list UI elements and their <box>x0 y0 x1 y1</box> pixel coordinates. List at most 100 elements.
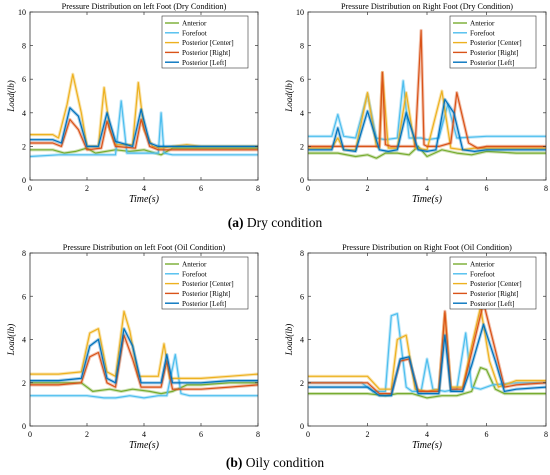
series-band-1 <box>308 312 546 393</box>
caption-b: (b) Oily condition <box>0 455 550 471</box>
y-tick-label: 2 <box>300 379 304 388</box>
chart-panel-0: 0 2 4 6 8 0 2 4 6 8 10 Pressure Distribution on lef… <box>6 2 260 205</box>
legend-label: Forefoot <box>470 29 495 37</box>
y-axis-label: Load(lb) <box>6 324 16 357</box>
series-line-2 <box>30 310 259 379</box>
series-line-2 <box>308 306 546 392</box>
y-tick-label: 0 <box>22 176 26 185</box>
x-axis-label: Time(s) <box>412 440 443 451</box>
legend-label: Posterior [Left] <box>470 59 515 67</box>
series-group <box>29 72 258 159</box>
series-line-3 <box>308 302 547 395</box>
legend-label: Posterior [Center] <box>470 39 522 47</box>
caption-b-text: Oily condition <box>242 455 325 470</box>
x-tick-label: 6 <box>199 430 203 439</box>
y-axis-label: Load(lb) <box>284 324 294 357</box>
chart-panel-1: 0 2 4 6 8 0 2 4 6 8 10 Pressure Distribution on Rig… <box>284 2 548 205</box>
legend-label: Anterior <box>470 261 495 269</box>
x-tick-label: 0 <box>28 184 32 193</box>
legend-label: Forefoot <box>182 29 207 37</box>
series-line-3 <box>308 29 546 149</box>
y-tick-label: 4 <box>22 109 26 118</box>
caption-a-letter: (a) <box>227 215 244 230</box>
x-tick-label: 8 <box>256 184 260 193</box>
legend-label: Anterior <box>470 20 495 28</box>
caption-b-letter: (b) <box>225 455 243 470</box>
chart-title: Pressure Distribution on left Foot (Dry … <box>62 2 227 11</box>
chart-title: Pressure Distribution on left Foot (Oil … <box>63 243 226 252</box>
y-tick-label: 4 <box>300 109 304 118</box>
x-tick-label: 6 <box>485 430 489 439</box>
y-axis-label: Load(lb) <box>284 80 294 113</box>
x-tick-label: 8 <box>544 430 548 439</box>
chart-title: Pressure Distribution on Right Foot (Oil… <box>342 243 512 252</box>
series-line-0 <box>30 382 258 395</box>
legend-label: Anterior <box>182 20 207 28</box>
series-line-3 <box>30 334 259 390</box>
y-tick-label: 8 <box>300 249 304 258</box>
series-line-3 <box>30 118 258 151</box>
y-tick-label: 2 <box>300 142 304 151</box>
y-tick-label: 8 <box>22 249 26 258</box>
legend-label: Posterior [Right] <box>470 49 519 57</box>
legend-label: Posterior [Center] <box>470 280 522 288</box>
series-line-0 <box>308 367 546 399</box>
y-tick-label: 8 <box>22 42 26 51</box>
chart-panel-2: 0 2 4 6 8 0 2 4 6 8 Pressure Distribution on left … <box>6 243 260 451</box>
y-tick-label: 4 <box>22 336 26 345</box>
series-group <box>308 301 547 400</box>
y-tick-label: 0 <box>22 422 26 431</box>
y-tick-label: 4 <box>300 336 304 345</box>
x-tick-label: 2 <box>85 430 89 439</box>
legend-label: Posterior [Left] <box>470 300 515 308</box>
y-tick-label: 8 <box>300 42 304 51</box>
y-tick-label: 0 <box>300 176 304 185</box>
x-tick-label: 2 <box>366 184 370 193</box>
series-line-1 <box>30 354 258 399</box>
legend-label: Posterior [Right] <box>182 290 231 298</box>
series-line-1 <box>308 80 546 141</box>
series-line-4 <box>30 107 258 147</box>
x-tick-label: 4 <box>142 430 146 439</box>
x-tick-label: 2 <box>366 430 370 439</box>
series-line-4 <box>308 323 547 397</box>
chart-panel-3: 0 2 4 6 8 0 2 4 6 8 Pressure Distribution on Right… <box>284 243 548 451</box>
series-band-1 <box>308 79 546 142</box>
x-tick-label: 0 <box>306 430 310 439</box>
series-band-2 <box>30 309 259 380</box>
x-tick-label: 4 <box>142 184 146 193</box>
series-band-3 <box>308 301 547 396</box>
caption-a-text: Dry condition <box>243 215 323 230</box>
y-tick-label: 10 <box>296 8 304 17</box>
y-tick-label: 2 <box>22 379 26 388</box>
x-tick-label: 6 <box>199 184 203 193</box>
y-tick-label: 6 <box>22 75 26 84</box>
legend-label: Anterior <box>182 261 207 269</box>
y-tick-label: 2 <box>22 142 26 151</box>
x-axis-label: Time(s) <box>129 440 160 451</box>
series-line-0 <box>308 145 546 159</box>
caption-a: (a) Dry condition <box>0 215 550 231</box>
x-tick-label: 0 <box>306 184 310 193</box>
x-tick-label: 8 <box>256 430 260 439</box>
y-tick-label: 0 <box>300 422 304 431</box>
legend-label: Posterior [Right] <box>182 49 231 57</box>
y-tick-label: 6 <box>300 292 304 301</box>
series-line-4 <box>30 328 258 384</box>
legend-label: Posterior [Center] <box>182 39 234 47</box>
y-tick-label: 6 <box>22 292 26 301</box>
legend-label: Forefoot <box>182 270 207 278</box>
series-band-2 <box>308 305 546 393</box>
legend-label: Forefoot <box>470 270 495 278</box>
legend-label: Posterior [Left] <box>182 300 227 308</box>
series-group <box>308 28 546 160</box>
series-line-1 <box>308 313 546 392</box>
y-tick-label: 6 <box>300 75 304 84</box>
x-tick-label: 6 <box>485 184 489 193</box>
x-axis-label: Time(s) <box>412 194 443 205</box>
